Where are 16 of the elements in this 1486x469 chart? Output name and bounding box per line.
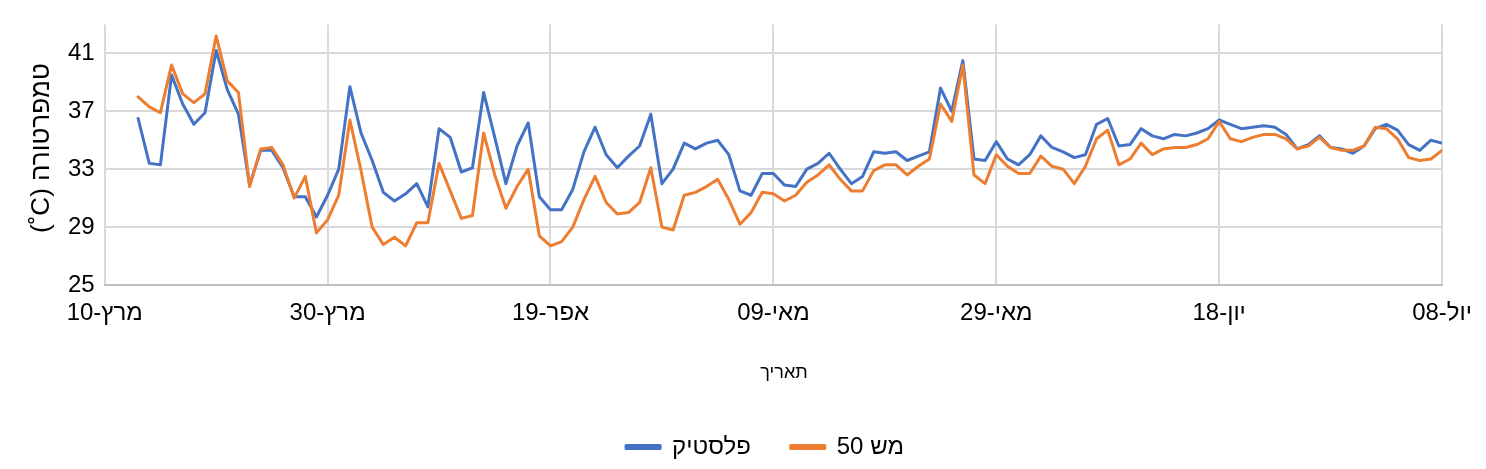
x-tick-label: 10-מרץ [66,298,143,326]
x-tick-label: 19-אפר [511,298,590,326]
legend-label: פלסטיק [672,431,751,459]
x-axis-title: תאריך [760,361,808,383]
y-tick-label: 29 [67,211,95,239]
legend-label: 50 מש [836,431,904,459]
x-tick-label: 30-מרץ [289,298,366,326]
x-tick-label: 09-מאי [737,298,810,326]
y-tick-label: 25 [67,269,95,297]
y-tick-label: 33 [67,153,95,181]
x-tick-label: 08-יול [1412,298,1472,326]
x-tick-label: 18-יון [1192,298,1246,326]
y-axis-title: טמפרטורה (C˚) [24,63,56,233]
x-tick-label: 29-מאי [960,298,1033,326]
y-tick-label: 37 [67,95,95,123]
y-tick-label: 41 [67,37,95,65]
